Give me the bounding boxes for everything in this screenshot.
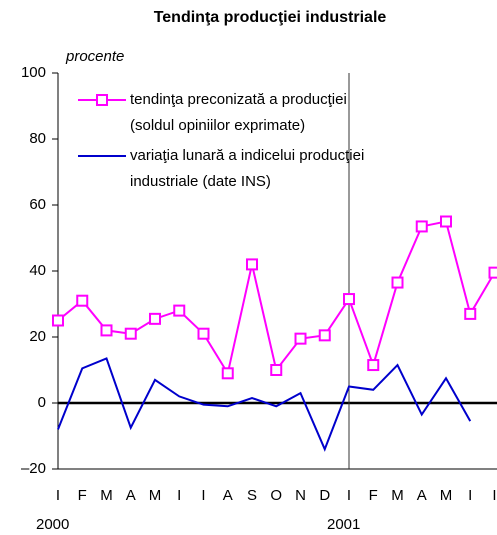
marker <box>415 220 428 233</box>
x-tick-label: I <box>201 487 205 504</box>
x-tick-label: D <box>319 487 330 504</box>
x-tick-label: I <box>56 487 60 504</box>
legend-label: tendinţa preconizată a producţiei (soldul… <box>130 91 347 134</box>
x-tick-label: S <box>247 487 257 504</box>
marker <box>197 327 210 340</box>
legend-label-line: tendinţa preconizată a producţiei <box>130 91 347 108</box>
legend-label-line: (soldul opiniilor exprimate) <box>130 117 305 134</box>
chart-title: Tendinţa producţiei industriale <box>154 9 387 26</box>
y-tick-label: 80 <box>29 130 46 147</box>
legend-label-line: industriale (date INS) <box>130 173 271 190</box>
marker <box>464 307 477 320</box>
y-axis-label: procente <box>65 48 124 65</box>
y-tick-label: 60 <box>29 196 46 213</box>
y-tick-label: 100 <box>21 64 46 81</box>
series-line <box>57 220 496 376</box>
x-tick-label: A <box>126 487 136 504</box>
x-tick-label: A <box>223 487 233 504</box>
marker <box>100 324 113 337</box>
marker <box>343 293 355 306</box>
x-tick-label: I <box>347 487 351 504</box>
x-tick-label: F <box>369 487 378 504</box>
legend-label: variaţia lunară a indicelui producţiei in… <box>130 147 364 190</box>
marker <box>270 364 283 376</box>
legend-label-line: variaţia lunară a indicelui producţiei <box>130 147 364 164</box>
x-tick-label: I <box>177 487 181 504</box>
series-line <box>57 357 472 452</box>
x-group-label: 2000 <box>36 516 69 533</box>
marker <box>391 276 404 289</box>
y-tick-label: 20 <box>29 328 46 345</box>
marker <box>318 329 331 342</box>
marker <box>367 359 380 372</box>
x-tick-label: O <box>270 487 282 504</box>
x-tick-label: F <box>78 487 87 504</box>
marker <box>173 304 186 317</box>
x-tick-label: M <box>100 487 113 504</box>
y-tick-label: 0 <box>38 394 46 411</box>
x-group-label: 2001 <box>327 516 360 533</box>
x-tick-label: N <box>295 487 306 504</box>
marker <box>246 258 258 271</box>
marker <box>488 266 497 279</box>
y-tick-label: –20 <box>21 460 46 477</box>
x-tick-label: I <box>468 487 472 504</box>
marker <box>124 327 137 340</box>
x-tick-label: M <box>391 487 404 504</box>
x-tick-label: M <box>149 487 162 504</box>
marker <box>76 294 89 307</box>
x-tick-label: A <box>417 487 427 504</box>
x-tick-label: I <box>492 487 496 504</box>
marker <box>221 367 234 380</box>
y-tick-label: 40 <box>29 262 46 279</box>
x-tick-label: M <box>440 487 453 504</box>
marker <box>294 332 307 345</box>
marker <box>149 312 161 325</box>
marker <box>440 215 452 228</box>
marker <box>52 314 64 327</box>
legend-marker <box>96 94 108 106</box>
